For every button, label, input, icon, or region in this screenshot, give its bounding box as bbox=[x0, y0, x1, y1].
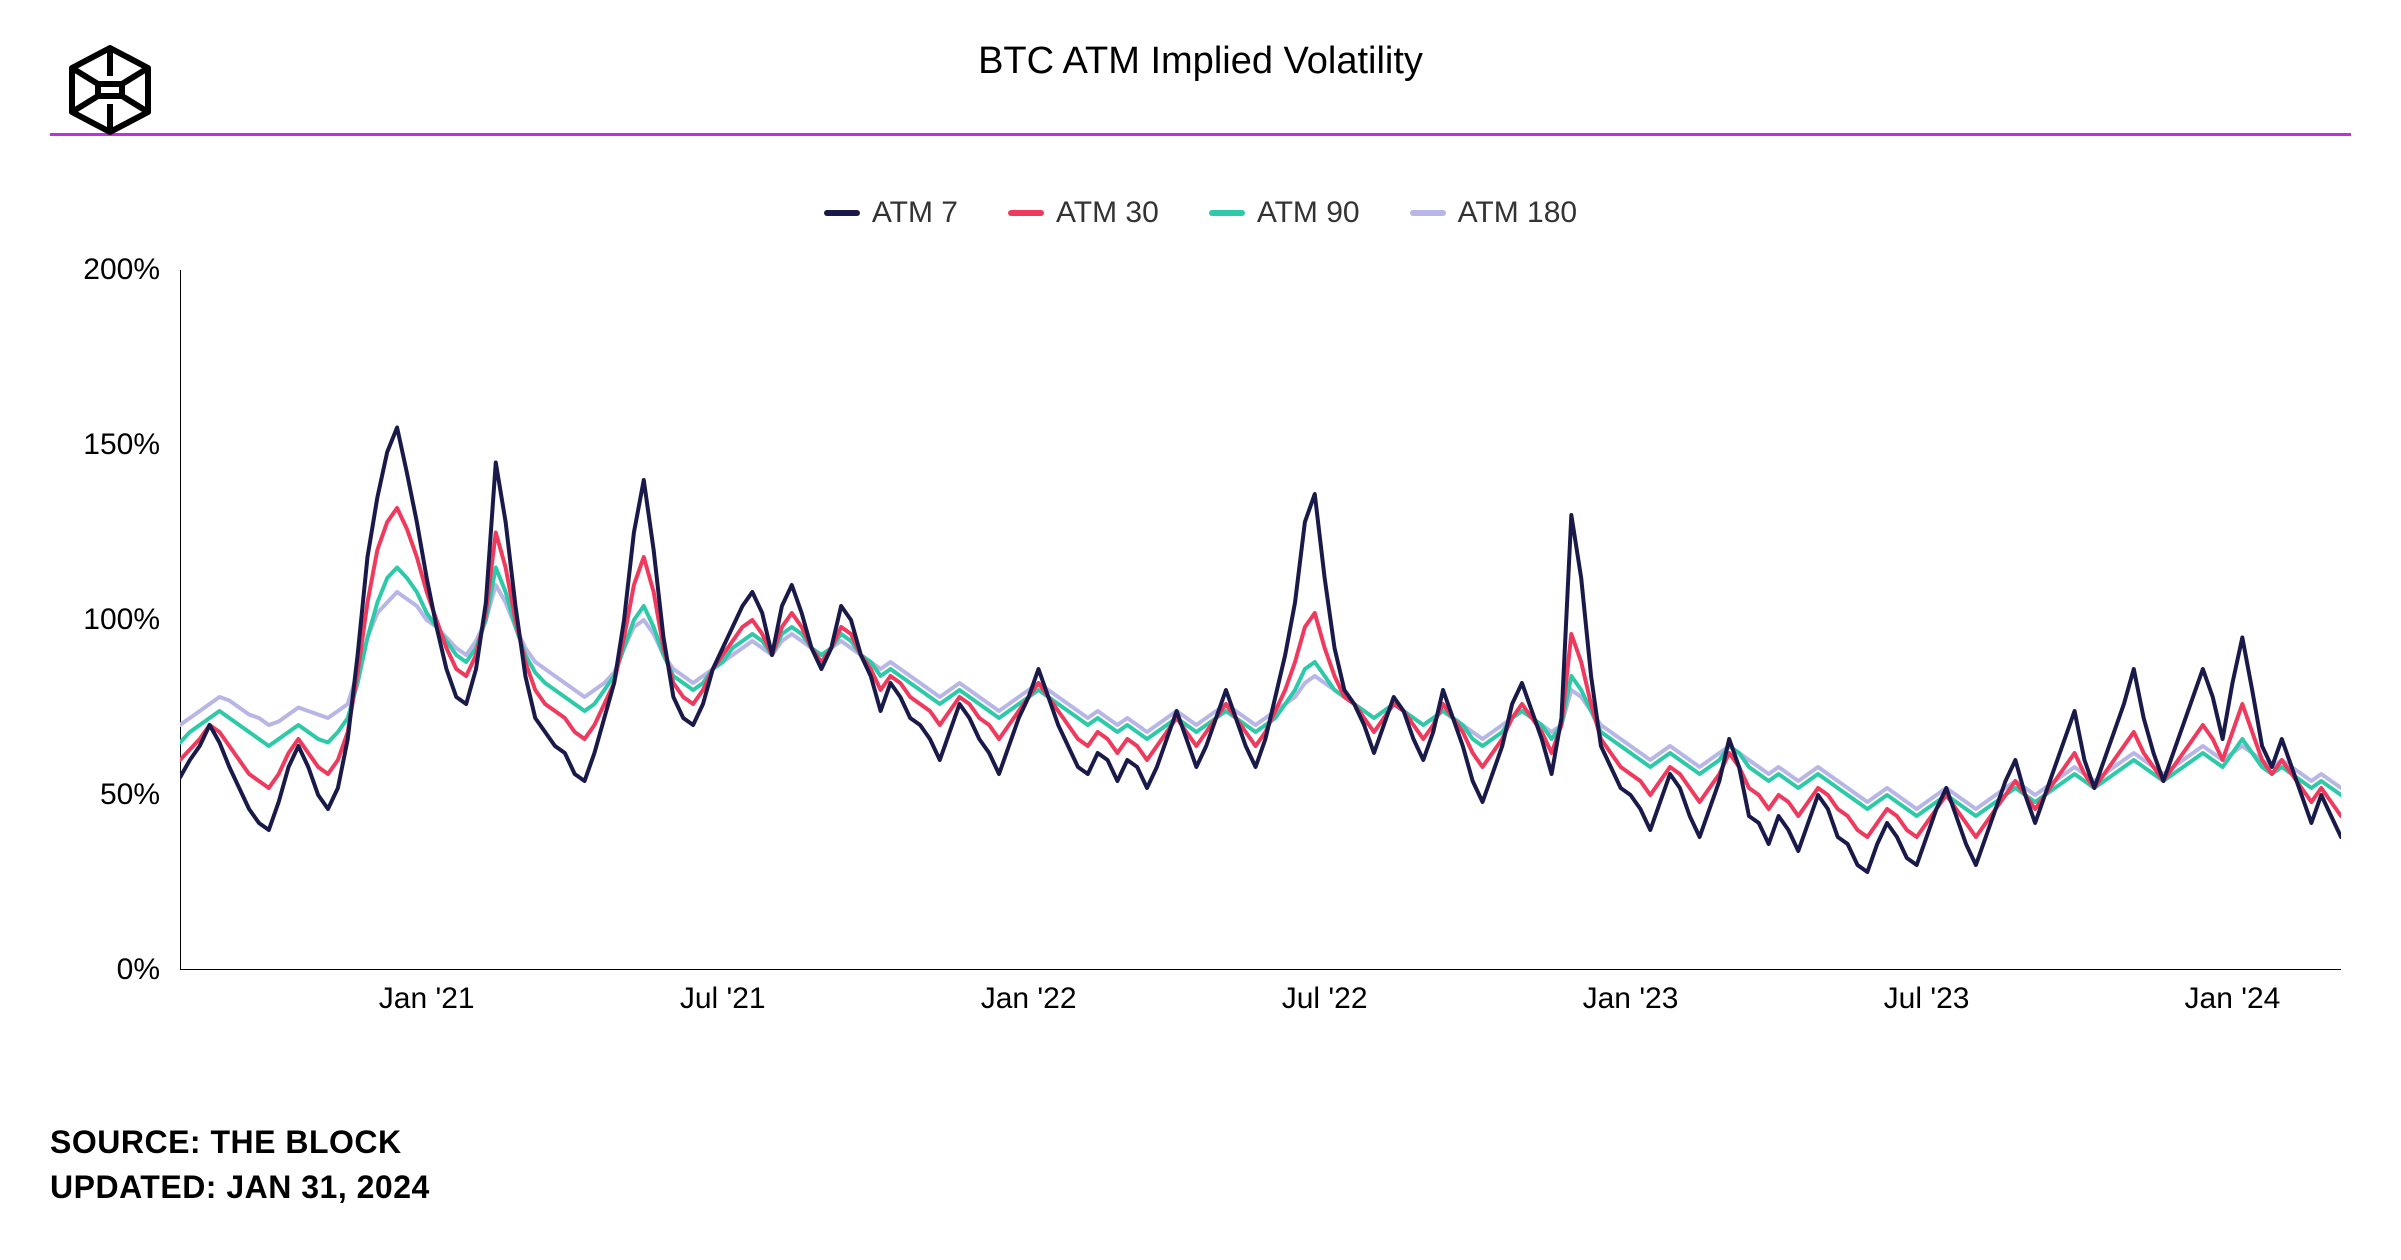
x-tick-label: Jul '23 bbox=[1884, 982, 1970, 1016]
legend-item: ATM 30 bbox=[1008, 196, 1159, 230]
header-divider bbox=[50, 133, 2351, 136]
legend: ATM 7 ATM 30 ATM 90 ATM 180 bbox=[0, 196, 2401, 230]
legend-label: ATM 90 bbox=[1257, 196, 1360, 230]
y-tick-label: 150% bbox=[83, 428, 160, 462]
series-atm-90 bbox=[180, 568, 2341, 817]
footer: SOURCE: THE BLOCK UPDATED: JAN 31, 2024 bbox=[50, 1120, 430, 1210]
x-tick-label: Jul '22 bbox=[1282, 982, 1368, 1016]
x-axis: Jan '21 Jul '21 Jan '22 Jul '22 Jan '23 Jul '… bbox=[180, 970, 2341, 1030]
y-tick-label: 50% bbox=[100, 778, 160, 812]
chart-title: BTC ATM Implied Volatility bbox=[60, 40, 2341, 83]
y-tick-label: 100% bbox=[83, 603, 160, 637]
legend-label: ATM 30 bbox=[1056, 196, 1159, 230]
plot-svg bbox=[180, 270, 2341, 970]
legend-label: ATM 180 bbox=[1458, 196, 1578, 230]
legend-swatch bbox=[1410, 210, 1446, 216]
footer-updated: UPDATED: JAN 31, 2024 bbox=[50, 1165, 430, 1210]
y-tick-label: 200% bbox=[83, 253, 160, 287]
y-tick-label: 0% bbox=[117, 953, 160, 987]
x-tick-label: Jul '21 bbox=[680, 982, 766, 1016]
legend-swatch bbox=[1209, 210, 1245, 216]
x-tick-label: Jan '21 bbox=[379, 982, 475, 1016]
plot-area bbox=[180, 270, 2341, 970]
legend-item: ATM 90 bbox=[1209, 196, 1360, 230]
legend-swatch bbox=[1008, 210, 1044, 216]
x-tick-label: Jan '23 bbox=[1583, 982, 1679, 1016]
legend-item: ATM 180 bbox=[1410, 196, 1578, 230]
legend-item: ATM 7 bbox=[824, 196, 958, 230]
logo-icon bbox=[60, 40, 160, 145]
chart: 0%50%100%150%200% Jan '21Jul '21Jan '22J… bbox=[60, 270, 2341, 1030]
legend-label: ATM 7 bbox=[872, 196, 958, 230]
x-tick-label: Jan '24 bbox=[2185, 982, 2281, 1016]
legend-swatch bbox=[824, 210, 860, 216]
series-atm-7 bbox=[180, 428, 2341, 873]
y-axis: 0%50%100%150%200% bbox=[60, 270, 170, 970]
series-atm-180 bbox=[180, 585, 2341, 809]
footer-source: SOURCE: THE BLOCK bbox=[50, 1120, 430, 1165]
x-tick-label: Jan '22 bbox=[981, 982, 1077, 1016]
